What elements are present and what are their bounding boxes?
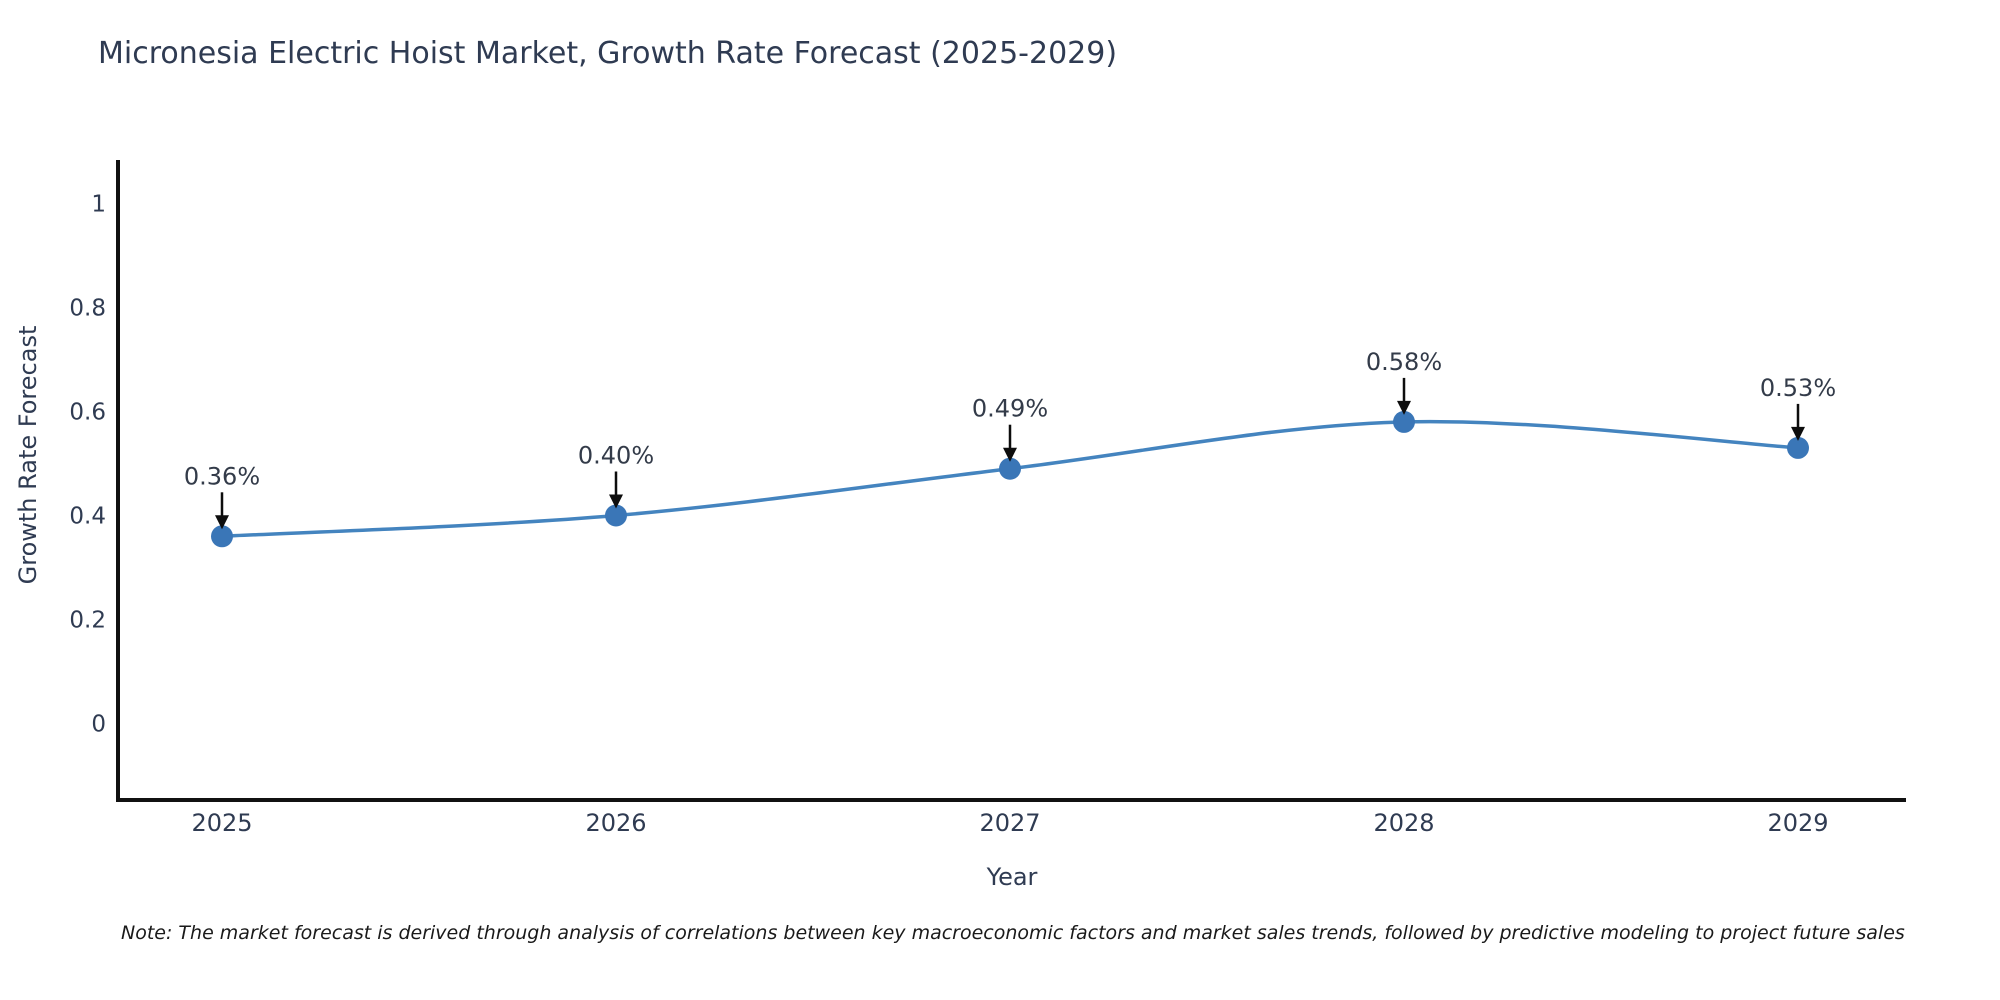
annotation-arrow-head — [215, 515, 229, 530]
annotation-arrow-head — [1003, 447, 1017, 462]
x-axis-title: Year — [986, 863, 1038, 891]
data-point-label: 0.40% — [578, 442, 654, 470]
data-point — [1787, 436, 1809, 459]
data-point-label: 0.53% — [1760, 374, 1836, 402]
y-tick-label: 0.6 — [69, 400, 106, 426]
data-point — [211, 525, 233, 548]
x-tick-label: 2025 — [191, 809, 252, 837]
x-tick-label: 2028 — [1373, 809, 1434, 837]
y-tick-label: 0.8 — [69, 296, 106, 322]
data-point — [605, 504, 627, 527]
y-tick-label: 0 — [91, 712, 106, 738]
data-point — [1393, 410, 1415, 433]
data-point — [999, 457, 1021, 480]
annotation-arrow-head — [609, 494, 623, 509]
y-tick-label: 1 — [91, 192, 106, 218]
data-point-label: 0.49% — [972, 395, 1048, 423]
x-tick-label: 2027 — [979, 809, 1040, 837]
x-tick-label: 2026 — [585, 809, 646, 837]
annotation-arrow-head — [1397, 400, 1411, 415]
x-tick-label: 2029 — [1767, 809, 1828, 837]
annotation-arrow-head — [1791, 426, 1805, 441]
footnote: Note: The market forecast is derived thr… — [121, 922, 1905, 944]
chart-title: Micronesia Electric Hoist Market, Growth… — [98, 36, 1118, 71]
data-point-label: 0.58% — [1366, 348, 1442, 376]
y-tick-label: 0.4 — [69, 504, 106, 530]
data-point-label: 0.36% — [184, 462, 260, 490]
y-tick-label: 0.2 — [69, 608, 106, 634]
